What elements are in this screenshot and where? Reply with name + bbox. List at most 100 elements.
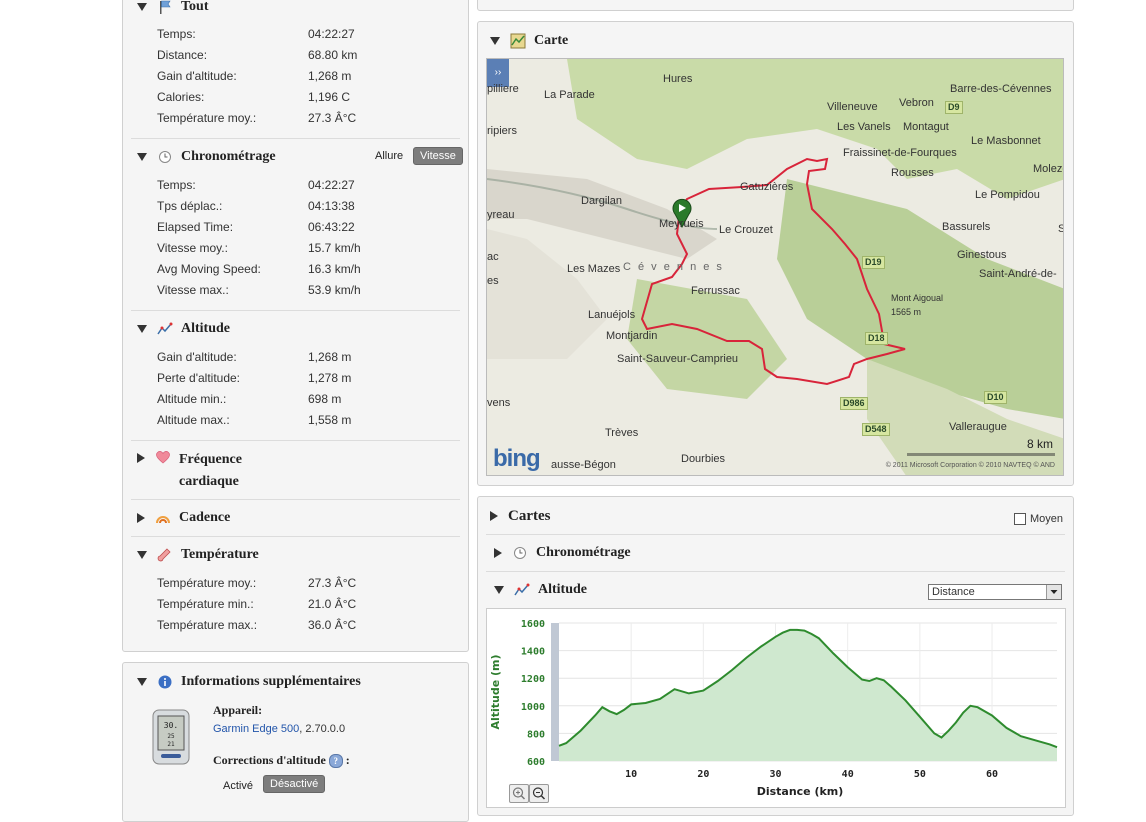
collapse-triangle-icon[interactable]: [137, 678, 147, 686]
stat-label: Calories:: [157, 90, 205, 104]
map-place-label: Villeneuve: [827, 101, 878, 113]
map-place-label: Hures: [663, 73, 693, 85]
map-place-label: yreau: [487, 209, 515, 221]
x-tick-label: 10: [625, 769, 637, 780]
collapse-triangle-icon[interactable]: [137, 551, 147, 559]
stat-value: 53.9 km/h: [308, 283, 361, 297]
expand-triangle-icon[interactable]: [494, 548, 502, 558]
stat-label: Température moy.:: [157, 576, 257, 590]
bing-logo: bing: [493, 445, 541, 472]
stat-label: Gain d'altitude:: [157, 350, 237, 364]
dropdown-arrow-icon[interactable]: [1046, 585, 1061, 599]
stat-value: 27.3 Â°C: [308, 576, 357, 590]
map-place-label: Les Mazes: [567, 263, 621, 275]
expand-triangle-icon[interactable]: [490, 511, 498, 521]
start-marker-icon[interactable]: [671, 198, 693, 231]
map-place-label: Vebron: [899, 97, 934, 109]
map-header[interactable]: Carte: [490, 31, 568, 51]
collapse-triangle-icon[interactable]: [490, 37, 500, 45]
section-chrono-header[interactable]: Chronométrage: [137, 147, 276, 167]
road-shield: D986: [840, 397, 868, 410]
stat-row: Altitude max.: 1,558 m: [157, 413, 467, 431]
collapse-triangle-icon[interactable]: [137, 153, 147, 161]
stat-label: Perte d'altitude:: [157, 371, 241, 385]
section-cadence-header[interactable]: Cadence: [137, 508, 230, 528]
device-label: Appareil:: [213, 703, 263, 717]
help-icon[interactable]: ?: [328, 753, 343, 768]
heart-icon: [155, 449, 171, 465]
map-place-label: ausse-Bégon: [551, 459, 616, 471]
section-frequence-title-line2: cardiaque: [179, 474, 239, 489]
cartes-altitude-title: Altitude: [538, 582, 587, 597]
expand-triangle-icon[interactable]: [137, 513, 145, 523]
stat-row: Température moy.: 27.3 Â°C: [157, 576, 467, 594]
allure-toggle[interactable]: Allure: [375, 150, 404, 162]
divider: [486, 534, 1065, 535]
top-partial-panel: [477, 0, 1074, 11]
map-place-label: Bassurels: [942, 221, 991, 233]
map-place-label: Rousses: [891, 167, 934, 179]
map-place-label: Meyrueis: [659, 218, 704, 230]
zoom-out-button[interactable]: [529, 784, 549, 803]
map-place-label: Dargilan: [581, 195, 622, 207]
x-axis-select[interactable]: Distance: [928, 584, 1062, 600]
map-place-label: Ginestous: [957, 249, 1007, 261]
stat-label: Avg Moving Speed:: [157, 262, 261, 276]
section-frequence-title-line1: Fréquence: [179, 452, 242, 467]
section-tout-header[interactable]: Tout: [137, 0, 209, 17]
collapse-triangle-icon[interactable]: [137, 3, 147, 11]
divider: [131, 499, 460, 500]
map-icon: [510, 33, 526, 49]
vitesse-toggle[interactable]: Vitesse: [413, 147, 463, 165]
stat-row: Gain d'altitude: 1,268 m: [157, 350, 467, 368]
zoom-in-button[interactable]: [509, 784, 529, 803]
section-info-header[interactable]: Informations supplémentaires: [137, 672, 361, 692]
stat-label: Distance:: [157, 48, 208, 62]
stat-row: Température max.: 36.0 Â°C: [157, 618, 467, 636]
stat-row: Avg Moving Speed: 16.3 km/h: [157, 262, 467, 280]
map-terrain: [487, 59, 1063, 475]
map-place-label: Saint-Sauveur-Camprieu: [617, 353, 739, 365]
stat-label: Altitude min.:: [157, 392, 227, 406]
cartes-altitude-header[interactable]: Altitude: [494, 580, 587, 600]
moyen-label: Moyen: [1029, 513, 1063, 525]
stat-label: Vitesse max.:: [157, 283, 229, 297]
altitude-chart[interactable]: 600 800 1000 1200 1400 1600 10 20 30 40 50 60 Distan…: [486, 608, 1066, 808]
stat-row: Altitude min.: 698 m: [157, 392, 467, 410]
svg-text:25: 25: [167, 733, 175, 740]
map-place-label: Le Masbonnet: [971, 135, 1041, 147]
moyen-checkbox[interactable]: [1013, 513, 1026, 525]
cartes-header[interactable]: Cartes: [490, 506, 550, 526]
section-temperature-header[interactable]: Température: [137, 545, 259, 565]
section-altitude-header[interactable]: Altitude: [137, 319, 230, 339]
x-tick-label: 40: [842, 769, 854, 780]
svg-text:30.: 30.: [164, 721, 178, 730]
device-version: , 2.70.0.0: [299, 723, 346, 735]
device-link[interactable]: Garmin Edge 500: [213, 723, 300, 735]
stat-label: Altitude max.:: [157, 413, 230, 427]
flag-icon: [157, 0, 173, 15]
map-place-label: Saint-André-de-: [979, 268, 1057, 280]
altitude-chart-icon: [514, 582, 530, 598]
zoom-in-icon: [512, 787, 526, 800]
section-altitude-title: Altitude: [181, 321, 230, 336]
map-place-label: Ferrussac: [691, 285, 740, 297]
collapse-triangle-icon[interactable]: [137, 325, 147, 333]
expand-triangle-icon[interactable]: [137, 453, 145, 463]
map-expand-button[interactable]: ››: [487, 59, 509, 87]
section-tout-title: Tout: [181, 0, 209, 14]
map-place-label: S: [1058, 223, 1063, 235]
collapse-triangle-icon[interactable]: [494, 586, 504, 594]
cartes-chrono-header[interactable]: Chronométrage: [494, 543, 631, 563]
map-place-label: Lanuéjols: [588, 309, 636, 321]
map-place-label: Molezo: [1033, 163, 1063, 175]
stat-value: 1,558 m: [308, 413, 352, 427]
stat-label: Température max.:: [157, 618, 258, 632]
route-map[interactable]: ›› Hures pilliere La Parade Villeneuve Vebro…: [486, 58, 1064, 476]
section-frequence-header[interactable]: Fréquence cardiaque: [137, 449, 242, 493]
active-toggle[interactable]: Activé: [223, 780, 253, 792]
device-info: Garmin Edge 500, 2.70.0.0: [213, 723, 345, 735]
inactive-toggle[interactable]: Désactivé: [263, 775, 326, 793]
x-axis-select-value: Distance: [932, 586, 975, 598]
stat-value: 04:22:27: [308, 178, 355, 192]
